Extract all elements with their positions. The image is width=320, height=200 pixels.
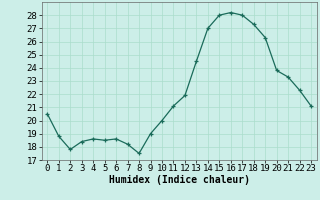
- X-axis label: Humidex (Indice chaleur): Humidex (Indice chaleur): [109, 175, 250, 185]
